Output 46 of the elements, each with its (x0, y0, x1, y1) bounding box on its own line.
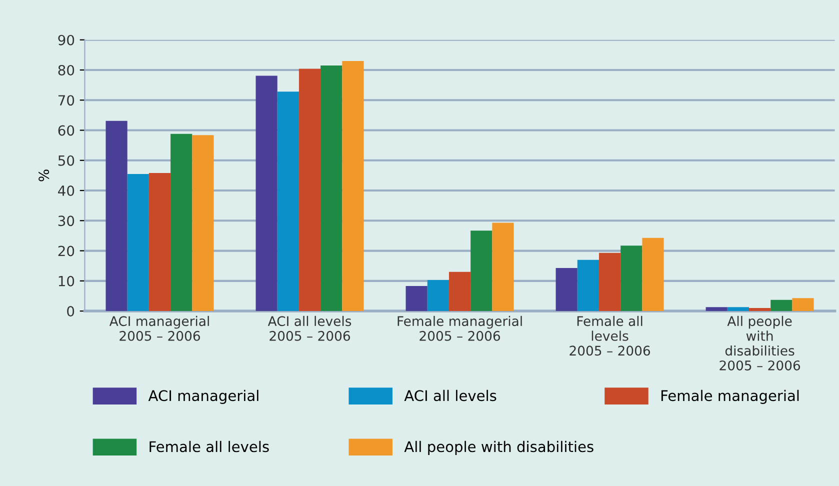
legend-label: Female all levels (150, 440, 269, 452)
y-tick-label: 80 (58, 64, 74, 76)
y-tick-label: 30 (58, 216, 74, 226)
y-tick-label: 60 (58, 125, 74, 136)
bar (727, 307, 749, 312)
x-tick-label: ACI all levels 2005 – 2006 (268, 316, 352, 341)
y-tick-label: 70 (58, 95, 74, 106)
legend-label: ACI all levels (404, 390, 496, 402)
bar (127, 174, 149, 312)
y-tick-label: 40 (58, 185, 74, 196)
legend-label: Female managerial (661, 390, 799, 404)
bar (556, 268, 578, 312)
bar (470, 230, 492, 312)
bar (106, 120, 128, 312)
bar (706, 307, 728, 312)
bar (427, 280, 449, 312)
legend-label: All people with disabilities (404, 440, 594, 455)
bar (642, 238, 664, 312)
y-tick-label: 90 (58, 34, 74, 46)
bar (577, 260, 599, 312)
bar (170, 134, 192, 312)
legend-label: ACI managerial (148, 390, 258, 404)
y-tick-label: 50 (58, 155, 74, 166)
y-tick-label: 0 (67, 306, 74, 317)
bar (298, 68, 321, 312)
bar (792, 298, 814, 312)
bar (148, 173, 171, 312)
bar (492, 222, 514, 312)
bar (256, 76, 278, 312)
bar (342, 60, 364, 312)
bar (598, 252, 621, 312)
bar (277, 92, 299, 312)
x-tick-label: All people with disabilities 2005 – 2006 (720, 316, 800, 370)
bar (748, 308, 771, 312)
bar (406, 286, 428, 312)
bar (620, 246, 642, 312)
bar (320, 65, 342, 312)
bar (770, 300, 792, 312)
y-tick-label: 20 (58, 246, 74, 256)
bar (192, 135, 214, 312)
y-tick-label: 10 (58, 276, 74, 286)
x-tick-label: Female all levels 2005 – 2006 (570, 316, 650, 356)
bar (448, 272, 471, 312)
x-tick-label: ACI managerial 2005 – 2006 (109, 316, 209, 341)
x-tick-label: Female managerial 2005 – 2006 (398, 316, 522, 341)
y-axis-title: % (38, 170, 50, 182)
